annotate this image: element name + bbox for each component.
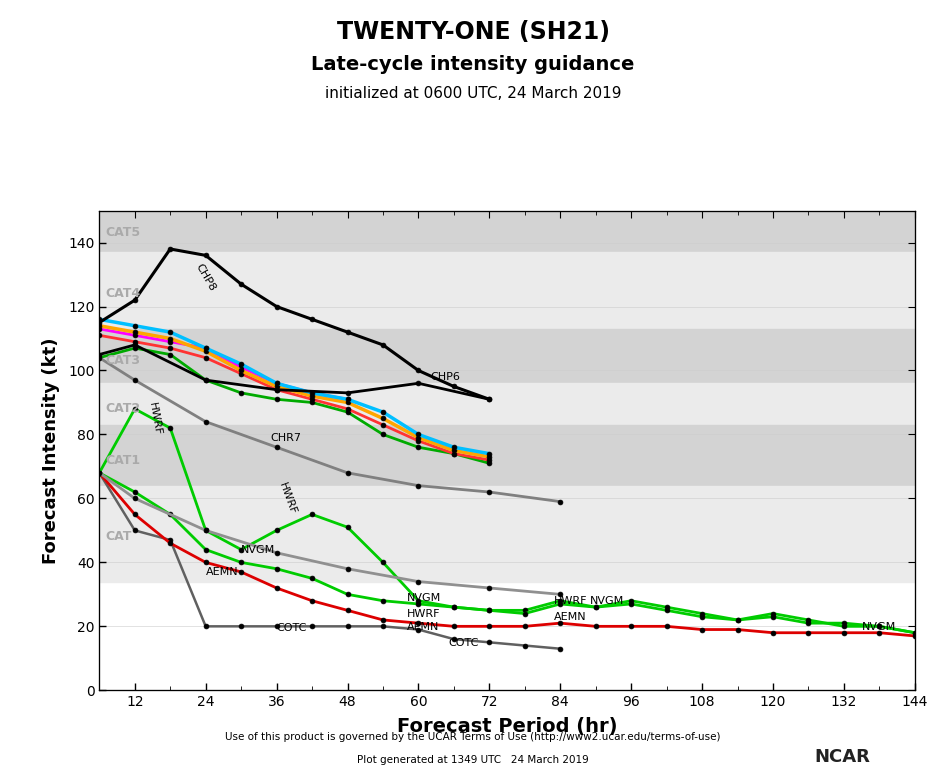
Text: COTC: COTC [448,637,479,647]
Text: initialized at 0600 UTC, 24 March 2019: initialized at 0600 UTC, 24 March 2019 [324,86,622,101]
Text: CHP6: CHP6 [430,372,460,382]
X-axis label: Forecast Period (hr): Forecast Period (hr) [396,718,618,736]
Text: NVGM: NVGM [862,622,896,632]
Text: TWENTY-ONE (SH21): TWENTY-ONE (SH21) [337,20,609,44]
Text: HWRF: HWRF [147,402,163,437]
Bar [99,425,915,486]
Bar [99,252,915,329]
Text: NCAR: NCAR [815,748,870,766]
Bar [99,211,915,252]
Text: NVGM: NVGM [241,544,275,555]
Text: Use of this product is governed by the UCAR Terms of Use (http://www2.ucar.edu/t: Use of this product is governed by the U… [225,732,721,742]
Bar [99,329,915,383]
Text: CAT1: CAT1 [105,453,140,466]
Text: HWRF: HWRF [276,481,297,516]
Text: CAT5: CAT5 [105,226,140,239]
Text: NVGM: NVGM [407,593,441,603]
Text: Late-cycle intensity guidance: Late-cycle intensity guidance [311,55,635,73]
Text: CAT3: CAT3 [105,354,140,367]
Text: CHP8: CHP8 [194,261,218,292]
Text: HWRF: HWRF [407,608,440,619]
Text: AEMN: AEMN [205,567,238,577]
Y-axis label: Forecast Intensity (kt): Forecast Intensity (kt) [42,337,60,564]
Bar [99,486,915,582]
Text: COTC: COTC [276,623,307,633]
Text: AEMN: AEMN [554,612,587,622]
Bar [99,383,915,425]
Text: CAT4: CAT4 [105,287,140,300]
Text: CHR7: CHR7 [271,433,302,443]
Text: HWRF: HWRF [554,596,587,606]
Text: NVGM: NVGM [589,596,624,606]
Text: Plot generated at 1349 UTC   24 March 2019: Plot generated at 1349 UTC 24 March 2019 [358,755,588,765]
Text: APMN: APMN [407,622,439,632]
Text: CAT: CAT [105,530,131,544]
Text: CAT2: CAT2 [105,402,140,416]
